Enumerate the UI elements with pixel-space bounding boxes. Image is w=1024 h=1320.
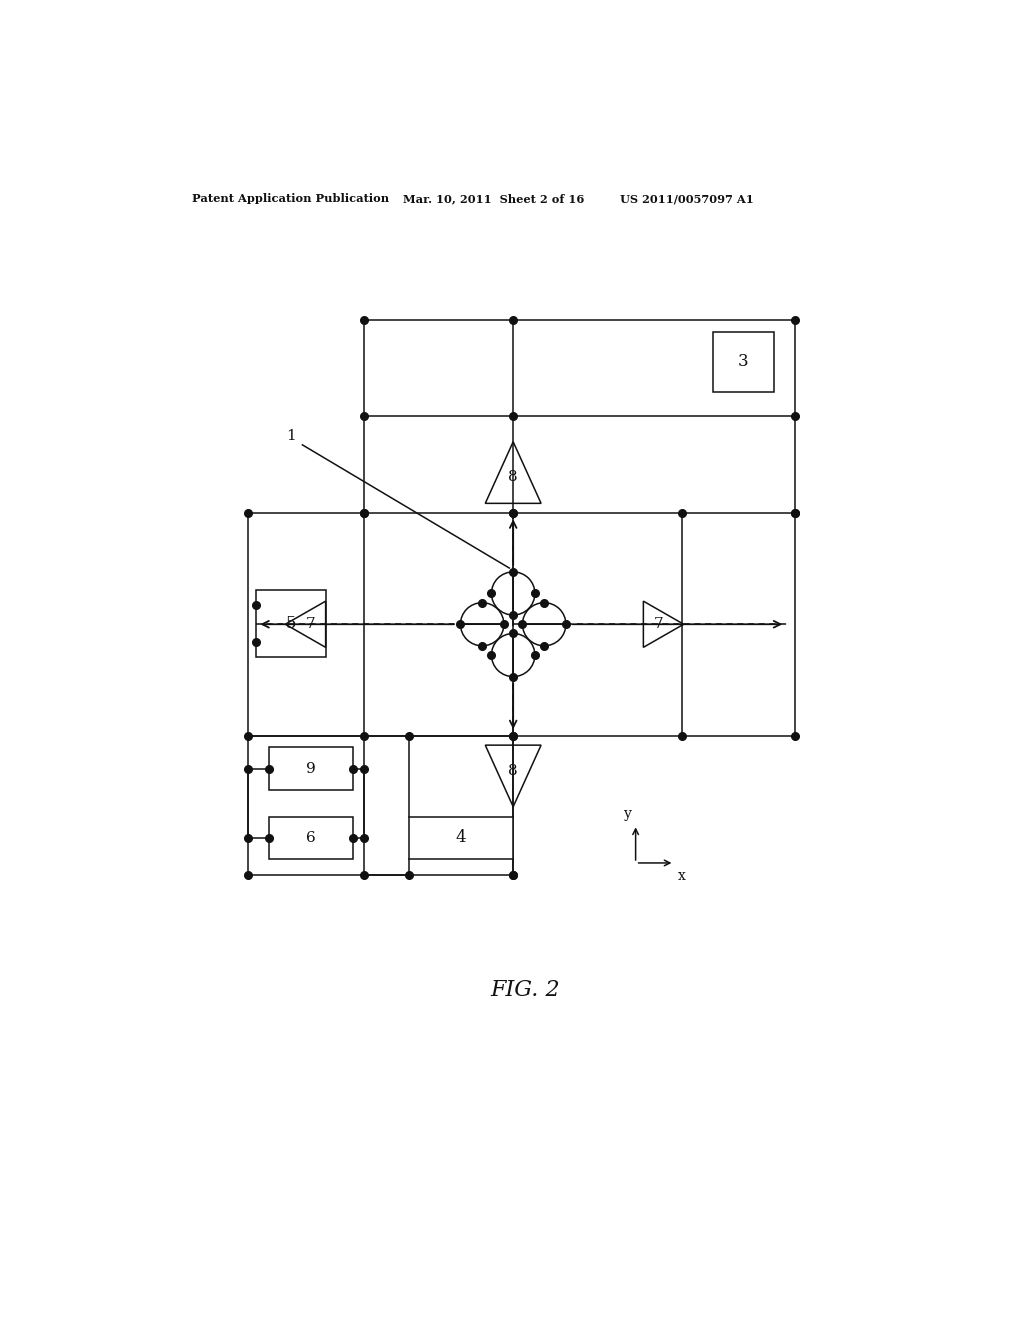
Text: 6: 6 — [306, 830, 315, 845]
Text: Mar. 10, 2011  Sheet 2 of 16: Mar. 10, 2011 Sheet 2 of 16 — [403, 193, 585, 205]
Text: 7: 7 — [654, 618, 664, 631]
Text: Patent Application Publication: Patent Application Publication — [191, 193, 389, 205]
Bar — [269, 817, 352, 859]
Bar — [713, 331, 773, 392]
Text: 3: 3 — [738, 354, 749, 370]
Text: US 2011/0057097 A1: US 2011/0057097 A1 — [621, 193, 754, 205]
Text: FIG. 2: FIG. 2 — [490, 979, 559, 1001]
Text: 8: 8 — [508, 470, 518, 484]
Text: 7: 7 — [305, 618, 315, 631]
Wedge shape — [492, 572, 513, 615]
Wedge shape — [513, 634, 535, 677]
Text: 5: 5 — [286, 615, 296, 632]
Wedge shape — [492, 634, 513, 677]
Text: x: x — [678, 869, 686, 883]
Wedge shape — [461, 624, 504, 645]
Bar — [269, 747, 352, 789]
Bar — [256, 590, 326, 657]
Wedge shape — [513, 572, 535, 615]
Bar — [409, 817, 513, 859]
Text: 4: 4 — [456, 829, 466, 846]
Wedge shape — [461, 603, 504, 624]
Text: 1: 1 — [286, 429, 296, 442]
Text: 8: 8 — [508, 764, 518, 777]
Text: 9: 9 — [306, 762, 315, 776]
Text: y: y — [624, 808, 632, 821]
Wedge shape — [522, 603, 566, 624]
Wedge shape — [522, 624, 566, 645]
